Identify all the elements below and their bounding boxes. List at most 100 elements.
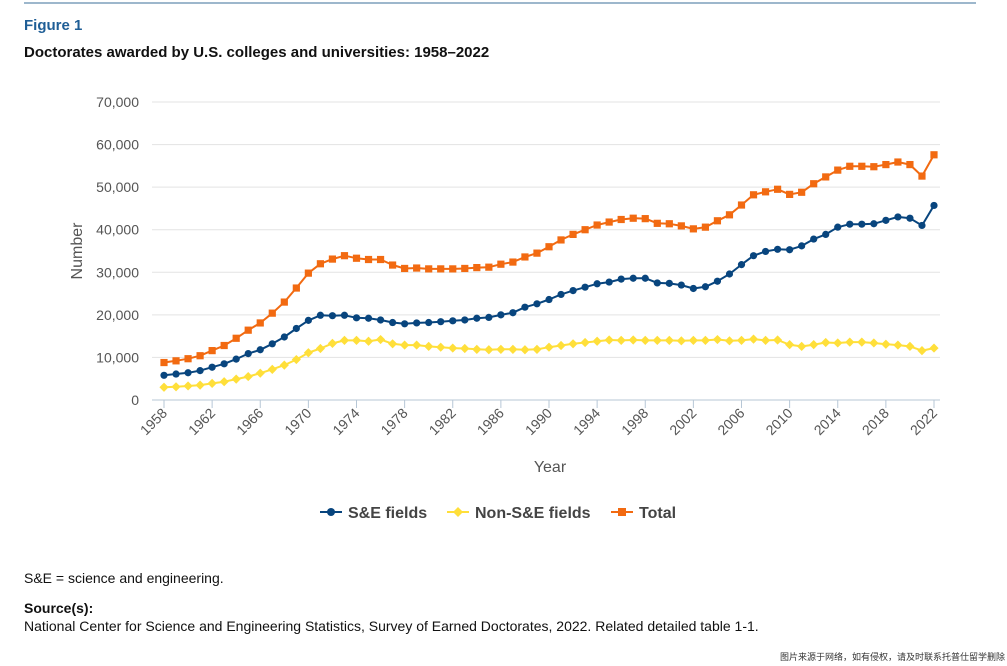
- data-point-total: [497, 260, 505, 268]
- data-point-non-sande-fields: [688, 335, 698, 345]
- data-point-non-sande-fields: [219, 377, 229, 387]
- y-tick-label: 40,000: [96, 222, 139, 238]
- data-point-sande-fields: [160, 371, 168, 379]
- data-point-sande-fields: [304, 316, 312, 324]
- data-point-non-sande-fields: [628, 335, 638, 345]
- data-point-non-sande-fields: [760, 335, 771, 345]
- data-point-total: [605, 218, 613, 226]
- data-point-sande-fields: [593, 280, 601, 288]
- legend-item-sande-fields[interactable]: S&E fields: [320, 505, 427, 522]
- data-point-sande-fields: [449, 317, 457, 325]
- data-point-total: [196, 352, 204, 360]
- data-point-total: [232, 334, 240, 342]
- data-point-non-sande-fields: [592, 336, 602, 346]
- data-point-sande-fields: [629, 274, 637, 282]
- data-point-sande-fields: [749, 252, 758, 260]
- data-point-non-sande-fields: [616, 335, 626, 345]
- data-point-sande-fields: [184, 369, 192, 377]
- x-axis-ticks: 1958 1962 1966 1970 1974 1978 1982 1986 1990 1994…: [137, 400, 940, 438]
- data-point-total: [208, 347, 216, 355]
- series-group: [159, 151, 939, 392]
- data-point-total: [641, 215, 649, 223]
- data-point-total: [701, 223, 710, 231]
- data-point-sande-fields: [292, 324, 300, 333]
- data-point-total: [401, 264, 409, 273]
- data-point-sande-fields: [689, 284, 697, 293]
- legend-item-total[interactable]: Total: [611, 505, 676, 522]
- data-point-non-sande-fields: [772, 335, 783, 345]
- data-point-total: [376, 255, 385, 264]
- data-point-sande-fields: [220, 360, 228, 368]
- data-point-total: [761, 188, 770, 196]
- data-point-sande-fields: [653, 279, 661, 287]
- legend-item-non-sande-fields[interactable]: Non-S&E fields: [447, 505, 591, 522]
- data-point-non-sande-fields: [291, 354, 301, 365]
- data-point-sande-fields: [425, 318, 433, 327]
- data-point-non-sande-fields: [195, 380, 205, 390]
- data-point-non-sande-fields: [339, 335, 350, 345]
- x-tick-label: 1994: [570, 405, 603, 438]
- data-point-sande-fields: [810, 235, 818, 243]
- data-point-total: [316, 260, 325, 268]
- data-point-non-sande-fields: [676, 336, 686, 346]
- data-point-non-sande-fields: [833, 338, 843, 348]
- data-point-non-sande-fields: [736, 335, 747, 345]
- data-point-sande-fields: [533, 300, 541, 308]
- data-point-non-sande-fields: [845, 337, 855, 347]
- data-point-total: [413, 264, 421, 272]
- data-point-total: [689, 225, 697, 233]
- x-tick-label: 2010: [762, 405, 795, 438]
- data-point-non-sande-fields: [243, 371, 253, 382]
- data-point-sande-fields: [846, 220, 854, 228]
- data-point-total: [304, 269, 312, 277]
- data-point-total: [786, 190, 794, 198]
- data-point-total: [328, 255, 337, 263]
- data-point-sande-fields: [461, 316, 469, 324]
- data-point-total: [364, 255, 373, 264]
- x-tick-label: 2018: [859, 405, 892, 438]
- data-point-non-sande-fields: [472, 344, 482, 354]
- data-point-non-sande-fields: [520, 345, 530, 355]
- data-point-total: [244, 326, 252, 334]
- gridlines: [152, 101, 940, 401]
- data-point-sande-fields: [172, 370, 180, 378]
- data-point-total: [557, 236, 565, 244]
- data-point-total: [725, 211, 734, 219]
- data-point-non-sande-fields: [809, 340, 819, 350]
- data-point-total: [292, 284, 300, 292]
- x-tick-label: 1962: [185, 405, 218, 438]
- data-point-non-sande-fields: [724, 336, 735, 346]
- data-point-total: [653, 219, 661, 227]
- data-point-sande-fields: [605, 278, 613, 286]
- data-point-non-sande-fields: [748, 334, 759, 344]
- data-point-sande-fields: [918, 221, 926, 230]
- legend-circle-icon: [327, 508, 335, 516]
- data-point-total: [593, 221, 601, 229]
- data-point-total: [858, 162, 866, 170]
- data-point-sande-fields: [244, 349, 252, 358]
- data-point-non-sande-fields: [267, 364, 277, 374]
- data-point-non-sande-fields: [712, 334, 723, 345]
- y-tick-label: 20,000: [96, 307, 139, 323]
- data-point-sande-fields: [677, 281, 685, 289]
- data-point-total: [184, 355, 192, 363]
- data-point-sande-fields: [509, 309, 517, 317]
- watermark-text: 图片来源于网络，如有侵权，请及时联系托普仕留学删除: [779, 652, 1005, 662]
- data-point-sande-fields: [665, 279, 673, 287]
- data-point-non-sande-fields: [484, 345, 494, 355]
- data-point-sande-fields: [930, 201, 938, 210]
- data-point-total: [220, 341, 228, 350]
- data-point-sande-fields: [798, 242, 806, 250]
- x-tick-label: 1974: [329, 405, 362, 438]
- footnote: S&E = science and engineering.: [24, 570, 224, 586]
- data-point-non-sande-fields: [460, 343, 470, 354]
- series-total: [160, 151, 938, 367]
- data-point-non-sande-fields: [544, 342, 554, 352]
- data-point-non-sande-fields: [508, 344, 518, 354]
- data-point-sande-fields: [328, 312, 337, 320]
- data-point-sande-fields: [858, 220, 866, 228]
- data-point-non-sande-fields: [857, 337, 867, 347]
- data-point-sande-fields: [196, 367, 204, 375]
- data-point-total: [340, 252, 349, 260]
- data-point-non-sande-fields: [400, 340, 410, 350]
